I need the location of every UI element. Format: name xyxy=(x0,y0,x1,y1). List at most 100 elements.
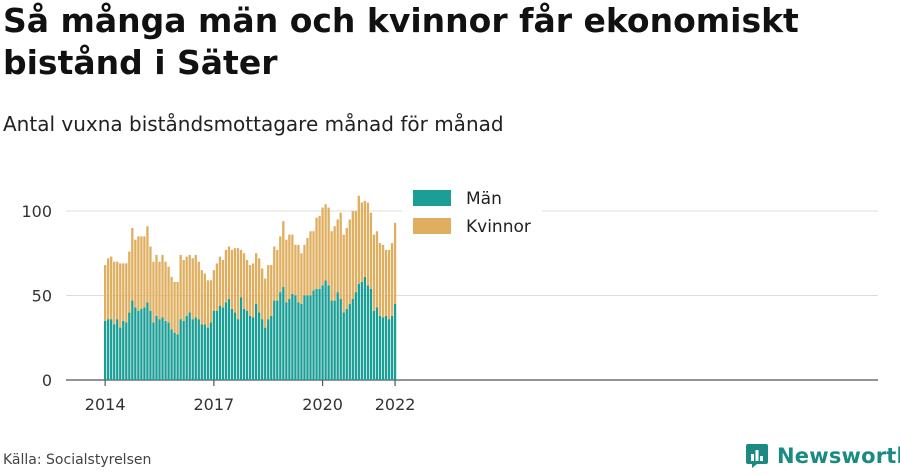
y-tick-label: 0 xyxy=(42,371,52,390)
bar-women xyxy=(110,256,113,320)
bar-men xyxy=(285,302,288,380)
bar-men xyxy=(116,319,119,380)
bar-men xyxy=(309,295,312,380)
bar-women xyxy=(233,248,237,313)
newsworthy-logo-icon xyxy=(746,444,768,468)
bar-men xyxy=(140,309,143,380)
bar-men xyxy=(306,295,309,380)
bar-men xyxy=(212,310,216,380)
bar-women xyxy=(303,244,306,296)
bar-men xyxy=(221,307,225,380)
bar-women xyxy=(387,249,391,320)
bar-women xyxy=(375,231,379,308)
bar-women xyxy=(288,234,291,299)
bar-women xyxy=(176,281,179,335)
bar-men xyxy=(224,302,228,380)
bar-men xyxy=(230,309,234,380)
bar-men xyxy=(264,327,267,380)
bar-women xyxy=(197,261,200,320)
bar-women xyxy=(191,258,194,320)
bar-women xyxy=(173,281,176,333)
bar-men xyxy=(152,322,155,380)
bar-women xyxy=(194,254,197,318)
bar-women xyxy=(336,219,339,293)
bar-women xyxy=(188,254,191,313)
bar-women xyxy=(345,227,348,310)
bar-women xyxy=(339,212,342,299)
bar-women xyxy=(294,244,297,296)
bar-men xyxy=(315,288,318,380)
bar-women xyxy=(255,253,258,304)
bar-women xyxy=(384,249,388,316)
bar-women xyxy=(182,260,185,321)
bar-women xyxy=(390,243,394,316)
bar-men xyxy=(146,302,149,380)
x-tick-label: 2020 xyxy=(302,395,343,414)
legend-swatch-women xyxy=(413,218,451,234)
bar-men xyxy=(164,320,167,380)
bar-men xyxy=(378,315,382,380)
bar-men xyxy=(131,300,134,380)
bar-men xyxy=(194,317,197,380)
bar-men xyxy=(255,303,258,380)
bar-women xyxy=(245,260,249,311)
bar-men xyxy=(312,290,315,380)
bar-women xyxy=(227,246,231,299)
bar-men xyxy=(324,280,327,380)
bar-women xyxy=(327,207,330,286)
bar-men xyxy=(125,322,128,380)
bar-women xyxy=(155,254,158,316)
bar-women xyxy=(248,265,252,316)
bar-women xyxy=(146,226,149,303)
bar-women xyxy=(239,249,243,298)
bar-women xyxy=(270,265,273,316)
bar-men xyxy=(384,315,388,380)
bar-men xyxy=(300,303,303,380)
bar-women xyxy=(206,280,209,328)
bar-women xyxy=(140,236,143,310)
legend-swatch-men xyxy=(413,190,451,206)
bar-men xyxy=(236,319,240,380)
bar-women xyxy=(131,227,134,301)
bar-men xyxy=(327,285,330,380)
bar-women xyxy=(261,268,264,320)
bar-men xyxy=(345,309,348,380)
bar-men xyxy=(270,315,273,380)
bar-men xyxy=(209,322,212,380)
bar-women xyxy=(333,226,336,301)
bar-women xyxy=(203,273,206,325)
bar-women xyxy=(179,254,182,320)
bar-women xyxy=(273,246,276,301)
y-tick-label: 50 xyxy=(32,287,52,306)
brand-logo[interactable]: Newsworthy xyxy=(745,441,900,471)
brand-name: Newsworthy xyxy=(777,444,900,468)
bar-women xyxy=(264,278,267,328)
bar-men xyxy=(227,298,231,380)
bar-women xyxy=(200,270,203,325)
bar-men xyxy=(348,303,351,380)
bar-women xyxy=(318,216,321,289)
bar-men xyxy=(203,324,206,380)
bar-men xyxy=(333,300,336,380)
bar-women xyxy=(152,261,155,323)
bar-men xyxy=(188,312,191,380)
bar-women xyxy=(312,231,315,291)
bar-men xyxy=(191,319,194,380)
bar-women xyxy=(107,258,110,320)
bar-men xyxy=(119,327,122,380)
legend-label-women: Kvinnor xyxy=(466,217,531,237)
source-note: Källa: Socialstyrelsen xyxy=(3,452,152,468)
bar-men xyxy=(110,319,113,380)
y-tick-label: 100 xyxy=(21,202,52,221)
bar-women xyxy=(167,266,170,323)
bar-men xyxy=(297,302,300,380)
bar-women xyxy=(381,244,385,318)
bar-men xyxy=(321,285,324,380)
x-tick-label: 2022 xyxy=(375,395,416,414)
bar-men xyxy=(173,332,176,380)
bar-men xyxy=(179,319,182,380)
bar-men xyxy=(113,324,116,380)
bar-men xyxy=(170,329,173,380)
bar-women xyxy=(309,231,312,296)
bar-men xyxy=(258,312,261,380)
